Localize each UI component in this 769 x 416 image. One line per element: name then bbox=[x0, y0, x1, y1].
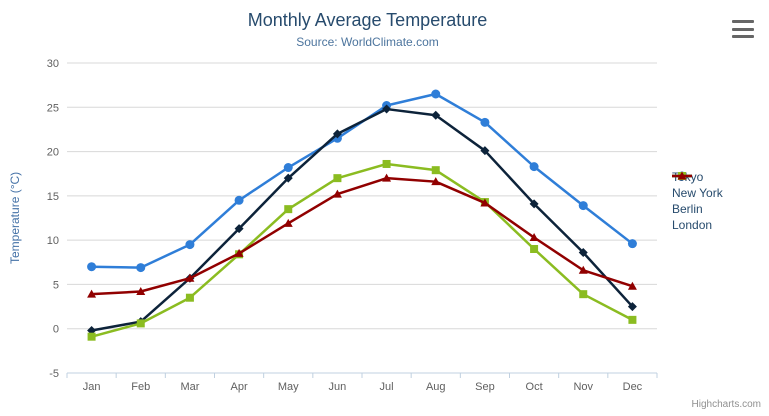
x-axis-label: May bbox=[278, 381, 299, 393]
x-axis-label: Nov bbox=[573, 381, 593, 393]
series-line-london[interactable] bbox=[91, 176, 633, 296]
marker-square[interactable] bbox=[333, 174, 342, 183]
marker-triangle[interactable] bbox=[283, 218, 293, 227]
series-line-berlin[interactable] bbox=[91, 162, 633, 338]
marker-triangle[interactable] bbox=[185, 273, 195, 282]
hamburger-bar bbox=[732, 27, 754, 31]
y-axis-label: 15 bbox=[47, 191, 59, 203]
legend-label: Berlin bbox=[672, 201, 703, 216]
marker-circle[interactable] bbox=[529, 162, 539, 172]
marker-square[interactable] bbox=[382, 159, 391, 168]
marker-square[interactable] bbox=[284, 205, 293, 214]
credits-link[interactable]: Highcharts.com bbox=[691, 399, 761, 410]
triangle-legend-symbol bbox=[672, 171, 692, 180]
y-axis-label: 5 bbox=[53, 279, 59, 291]
hamburger-bar bbox=[732, 20, 754, 23]
x-axis-label: Jan bbox=[83, 381, 101, 393]
marker-circle[interactable] bbox=[283, 163, 293, 173]
marker-diamond[interactable] bbox=[480, 146, 490, 156]
marker-triangle[interactable] bbox=[578, 265, 588, 274]
chart-subtitle: Source: WorldClimate.com bbox=[296, 35, 439, 49]
marker-circle[interactable] bbox=[185, 240, 195, 250]
marker-diamond[interactable] bbox=[578, 248, 588, 258]
marker-triangle[interactable] bbox=[529, 232, 539, 241]
marker-diamond[interactable] bbox=[627, 302, 637, 312]
marker-triangle[interactable] bbox=[136, 287, 146, 296]
legend-label: London bbox=[672, 217, 713, 232]
marker-triangle[interactable] bbox=[87, 289, 97, 298]
y-axis-label: 10 bbox=[47, 235, 59, 247]
y-axis-label: 0 bbox=[53, 324, 59, 336]
marker-circle[interactable] bbox=[578, 201, 588, 211]
y-axis-label: 20 bbox=[47, 147, 59, 159]
hamburger-bar bbox=[732, 35, 754, 38]
marker-circle[interactable] bbox=[627, 239, 637, 249]
marker-triangle[interactable] bbox=[677, 171, 687, 180]
marker-circle[interactable] bbox=[87, 262, 97, 272]
y-axis-label: 30 bbox=[47, 58, 59, 70]
x-axis-label: Jul bbox=[380, 381, 394, 393]
marker-triangle[interactable] bbox=[480, 198, 490, 207]
x-axis-label: Dec bbox=[623, 381, 643, 393]
x-axis-label: Mar bbox=[180, 381, 199, 393]
marker-square[interactable] bbox=[185, 293, 194, 302]
x-axis-label: Sep bbox=[475, 381, 495, 393]
y-axis-label: -5 bbox=[49, 368, 59, 380]
marker-circle[interactable] bbox=[431, 89, 441, 99]
marker-diamond[interactable] bbox=[332, 129, 342, 139]
marker-square[interactable] bbox=[530, 245, 539, 253]
marker-square[interactable] bbox=[87, 332, 96, 341]
legend-item-berlin[interactable]: Berlin bbox=[672, 172, 723, 216]
legend-item-new-york[interactable]: New York bbox=[672, 171, 723, 200]
chart-title: Monthly Average Temperature bbox=[247, 10, 488, 30]
marker-square[interactable] bbox=[136, 319, 145, 328]
marker-square[interactable] bbox=[579, 290, 588, 299]
x-axis-label: Apr bbox=[231, 381, 248, 393]
legend-label: New York bbox=[672, 185, 723, 200]
marker-circle[interactable] bbox=[136, 263, 146, 273]
marker-triangle[interactable] bbox=[627, 281, 637, 290]
marker-triangle[interactable] bbox=[332, 189, 342, 198]
marker-square[interactable] bbox=[431, 166, 440, 175]
hamburger-menu-icon[interactable] bbox=[730, 17, 756, 41]
x-axis-label: Jun bbox=[329, 381, 347, 393]
marker-square[interactable] bbox=[628, 315, 637, 324]
marker-diamond[interactable] bbox=[234, 224, 244, 234]
marker-circle[interactable] bbox=[234, 195, 244, 205]
marker-triangle[interactable] bbox=[382, 173, 392, 182]
y-axis-label: 25 bbox=[47, 102, 59, 114]
x-axis-label: Feb bbox=[131, 381, 150, 393]
x-axis-label: Oct bbox=[526, 381, 543, 393]
marker-diamond[interactable] bbox=[431, 110, 441, 120]
marker-triangle[interactable] bbox=[234, 248, 244, 257]
x-axis-label: Aug bbox=[426, 381, 446, 393]
marker-circle[interactable] bbox=[480, 117, 490, 127]
marker-diamond[interactable] bbox=[283, 173, 293, 183]
series-line-new-york[interactable] bbox=[91, 107, 634, 332]
marker-diamond[interactable] bbox=[382, 104, 392, 114]
series-line-tokyo[interactable] bbox=[91, 92, 634, 269]
marker-triangle[interactable] bbox=[431, 177, 441, 186]
legend-item-london[interactable]: London bbox=[672, 171, 723, 232]
marker-diamond[interactable] bbox=[529, 199, 539, 209]
